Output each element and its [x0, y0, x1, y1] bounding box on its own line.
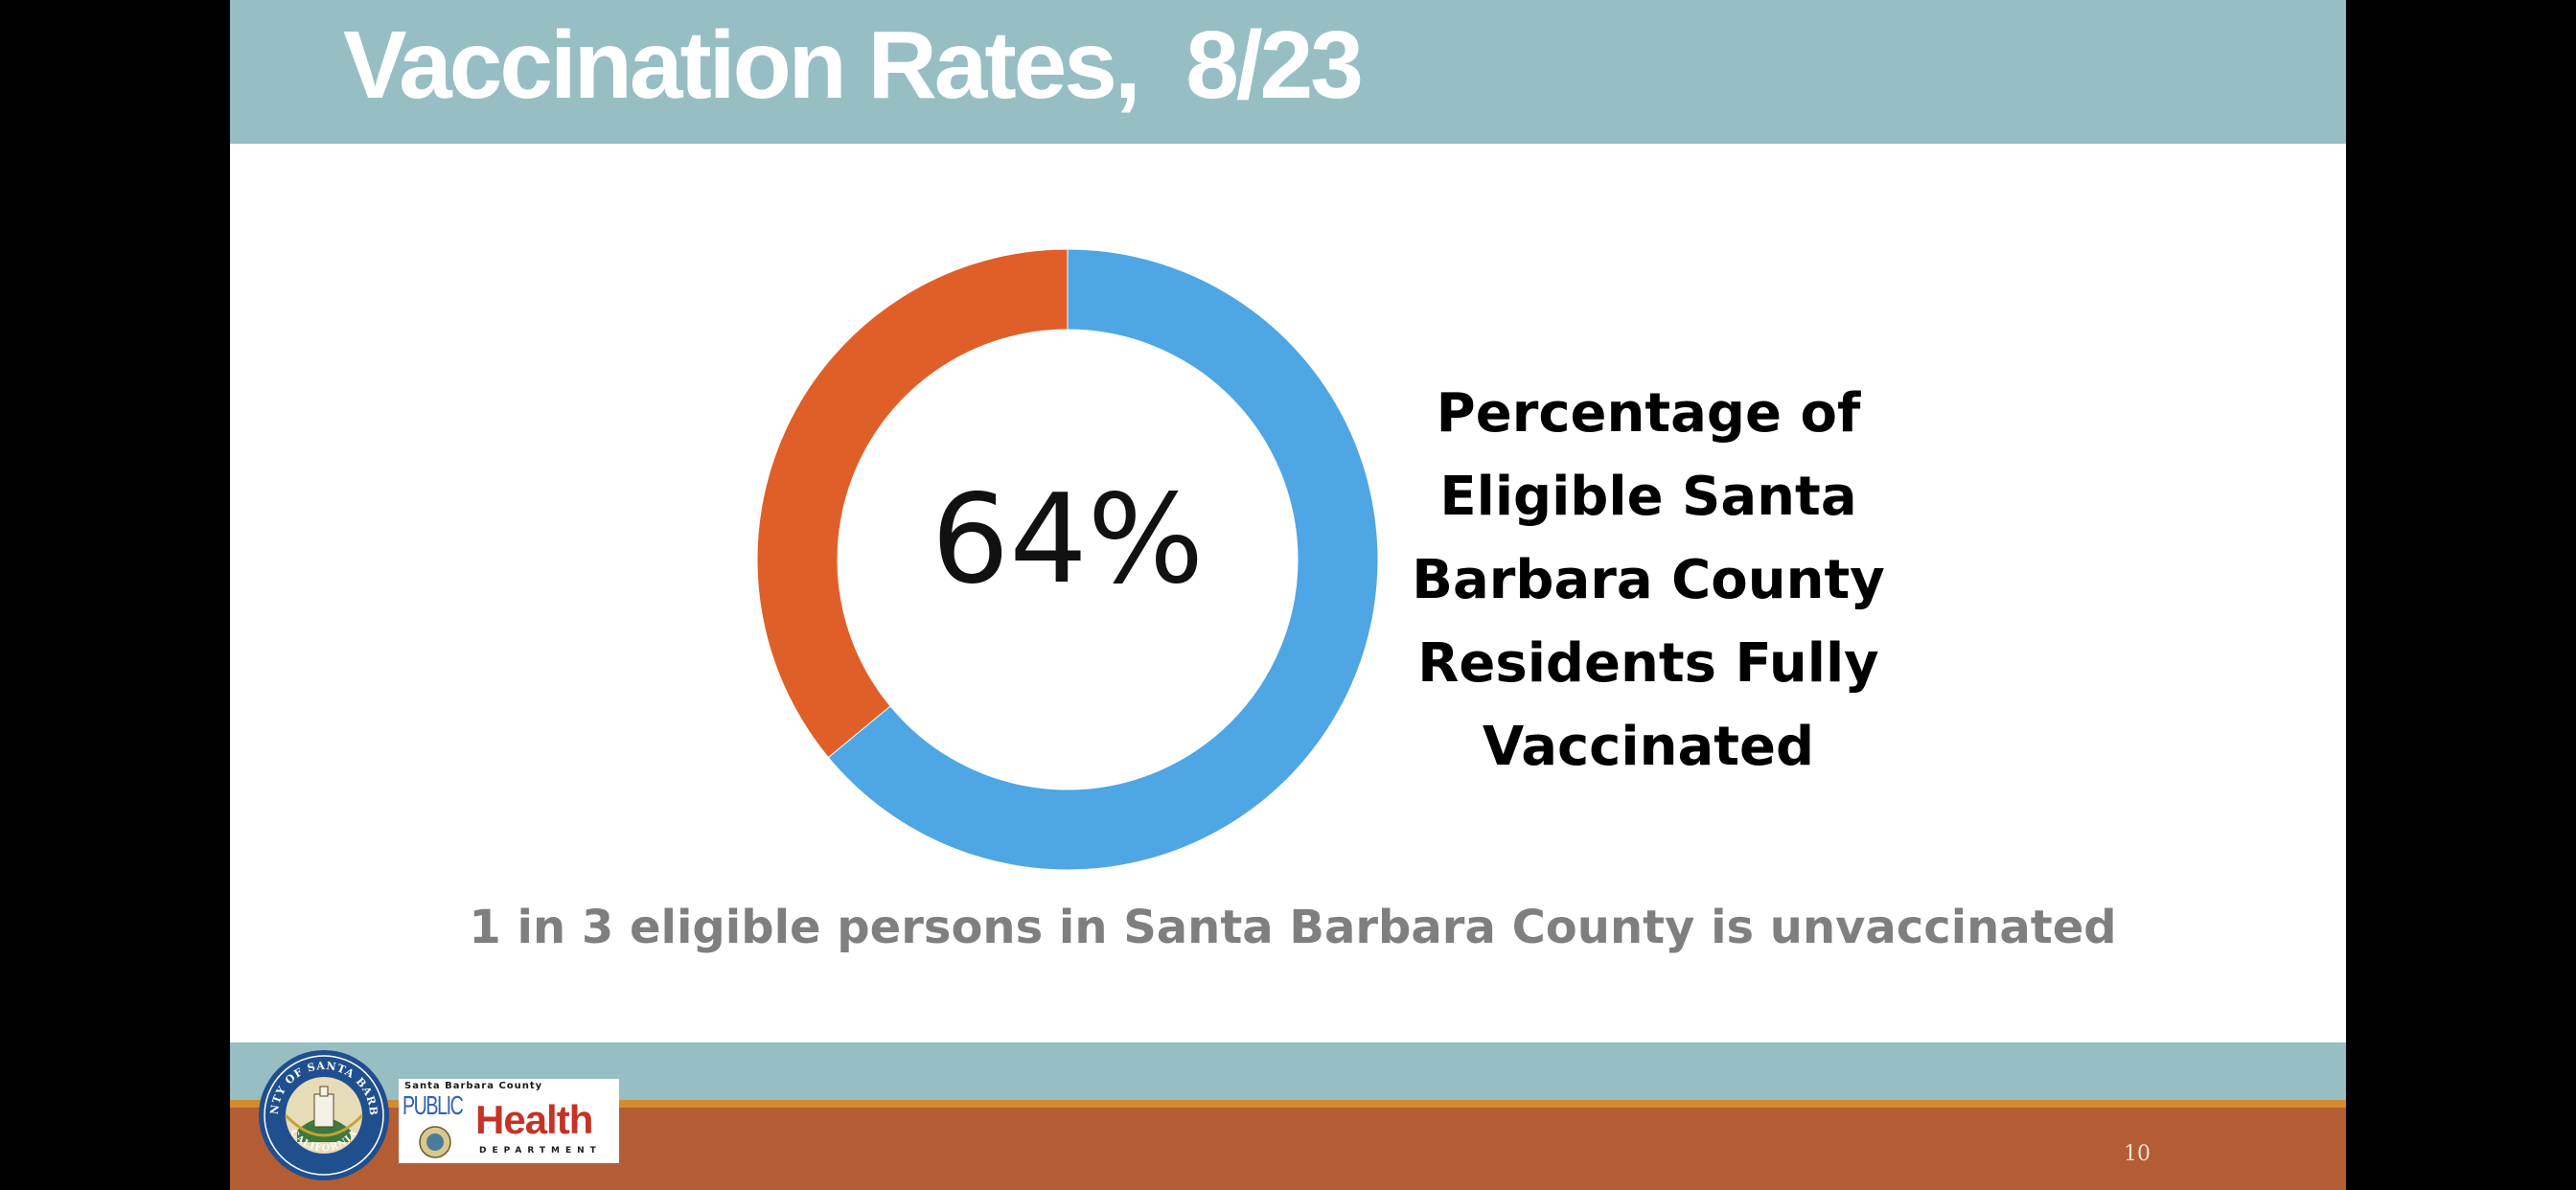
logo-public-text: PUBLIC: [402, 1090, 464, 1120]
donut-slice-vaccinated: [827, 248, 1379, 871]
slide-title: Vaccination Rates, 8/23: [343, 11, 1364, 119]
side-label-line: Eligible Santa: [1439, 466, 1857, 528]
logo-department-text: DEPARTMENT: [479, 1146, 602, 1156]
side-label-line: Vaccinated: [1482, 716, 1815, 778]
slide: Vaccination Rates, 8/23 64% Percentage o…: [230, 0, 2346, 1190]
page-number: 10: [2124, 1142, 2150, 1166]
logo-health-text: Health: [475, 1097, 593, 1142]
chart-side-label: Percentage of Eligible Santa Barbara Cou…: [1399, 372, 1898, 789]
title-bar: Vaccination Rates, 8/23: [230, 0, 2346, 144]
logo-mini-seal-icon: [419, 1126, 451, 1158]
logo-county-text: Santa Barbara County: [404, 1081, 543, 1091]
side-label-line: Residents Fully: [1417, 632, 1879, 695]
donut-slice-unvaccinated: [756, 248, 1069, 759]
donut-center-value: 64%: [931, 469, 1205, 611]
donut-chart: [756, 248, 1379, 871]
public-health-logo: Santa Barbara County PUBLIC Health DEPAR…: [399, 1079, 619, 1163]
side-label-line: Percentage of: [1436, 382, 1861, 445]
side-label-line: Barbara County: [1412, 549, 1885, 611]
county-seal-logo: COUNTY OF SANTA BARBARA CALIFORNIA: [257, 1048, 389, 1180]
chart-subtitle: 1 in 3 eligible persons in Santa Barbara…: [469, 901, 2117, 954]
